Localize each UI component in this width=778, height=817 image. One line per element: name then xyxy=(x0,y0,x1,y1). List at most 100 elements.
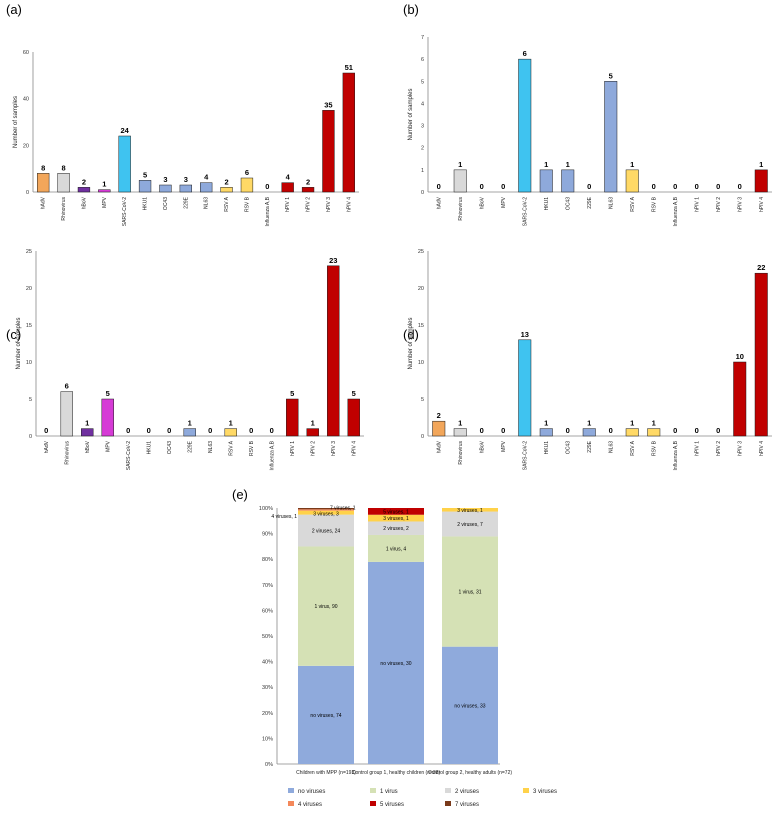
data-label: 5 xyxy=(609,71,613,80)
bar xyxy=(183,428,196,437)
bar xyxy=(159,184,172,193)
segment-label: 3 viruses, 1 xyxy=(457,508,483,514)
bar xyxy=(37,173,50,193)
data-label: 2 xyxy=(437,411,441,420)
data-label: 1 xyxy=(229,419,233,428)
category-label: hAdV xyxy=(44,440,50,453)
segment-label: no viruses, 30 xyxy=(380,661,411,667)
bar xyxy=(57,173,70,193)
legend-label: 5 viruses xyxy=(380,802,404,808)
category-label: NL63 xyxy=(608,441,614,453)
category-label: RSV B xyxy=(651,196,657,212)
category-label: hPIV 2 xyxy=(716,441,722,456)
data-label: 0 xyxy=(716,182,720,191)
y-tick-label: 10 xyxy=(418,360,424,366)
data-label: 1 xyxy=(630,419,634,428)
category-label: NL63 xyxy=(208,441,214,453)
category-label: OC43 xyxy=(565,197,571,210)
category-label: Rhinovirus xyxy=(458,197,464,221)
bar xyxy=(224,428,237,437)
legend-swatch xyxy=(288,801,294,806)
category-label: hAdV xyxy=(41,196,47,209)
segment-label: 1 virus, 4 xyxy=(386,546,407,552)
segment-label: 2 viruses, 7 xyxy=(457,522,483,528)
data-label: 3 xyxy=(184,175,188,184)
y-tick-label: 0 xyxy=(421,190,424,196)
category-label: hPIV 2 xyxy=(310,441,316,456)
legend-label: 4 viruses xyxy=(298,802,322,808)
panel-label: (e) xyxy=(232,487,248,502)
y-tick-label: 30% xyxy=(262,685,273,691)
y-tick-label: 20 xyxy=(418,286,424,292)
bar xyxy=(561,169,575,193)
data-label: 13 xyxy=(521,330,529,339)
category-label: Children with MPP (n=193) xyxy=(296,770,356,776)
panel-e: (e) 0% 10% 20% 30% 40% 50% 60% 70% 80% 90% 100% no v… xyxy=(232,487,557,808)
bar xyxy=(281,182,294,193)
data-label: 0 xyxy=(695,426,699,435)
category-label: 229E xyxy=(187,440,193,452)
bar xyxy=(347,398,360,437)
y-tick-label: 4 xyxy=(421,101,424,107)
panel-label: (d) xyxy=(403,327,419,342)
stack-segment xyxy=(298,510,354,515)
y-tick-label: 0 xyxy=(29,434,32,440)
data-label: 1 xyxy=(311,419,315,428)
category-label: NL63 xyxy=(608,197,614,209)
y-tick-label: 20 xyxy=(26,286,32,292)
data-label: 1 xyxy=(544,160,548,169)
y-axis-title: Number of samples xyxy=(408,88,414,140)
data-label: 0 xyxy=(652,182,656,191)
legend-label: 1 virus xyxy=(380,789,398,795)
category-label: hBoV xyxy=(479,196,485,209)
data-label: 0 xyxy=(716,426,720,435)
data-label: 0 xyxy=(147,426,151,435)
category-label: HKU1 xyxy=(544,197,550,211)
bar xyxy=(733,361,747,437)
data-label: 0 xyxy=(673,426,677,435)
panel-label: (c) xyxy=(6,327,21,342)
data-label: 8 xyxy=(61,163,65,172)
data-label: 0 xyxy=(437,182,441,191)
segment-label: 2 viruses, 2 xyxy=(383,526,409,532)
y-tick-label: 25 xyxy=(418,249,424,255)
data-label: 0 xyxy=(208,426,212,435)
bar xyxy=(77,187,91,193)
bar xyxy=(453,428,467,437)
y-tick-label: 0 xyxy=(421,434,424,440)
category-label: NL63 xyxy=(204,197,210,209)
data-label: 6 xyxy=(245,168,249,177)
category-label: hBoV xyxy=(479,440,485,453)
segment-label: no viruses, 74 xyxy=(310,713,341,719)
data-label: 1 xyxy=(188,419,192,428)
bar xyxy=(220,187,233,193)
y-axis-title: Number of samples xyxy=(13,96,19,148)
y-tick-label: 25 xyxy=(26,249,32,255)
category-label: RSV B xyxy=(249,440,255,456)
category-label: hBoV xyxy=(81,196,87,209)
category-label: hPIV 3 xyxy=(737,197,743,212)
category-label: hPIV 4 xyxy=(759,441,765,456)
stack-segment xyxy=(298,508,354,510)
data-label: 2 xyxy=(224,177,228,186)
data-label: 1 xyxy=(458,160,462,169)
data-label: 8 xyxy=(41,163,45,172)
category-label: RSV A xyxy=(630,196,636,211)
category-label: hAdV xyxy=(436,196,442,209)
y-tick-label: 6 xyxy=(421,57,424,63)
stack-segment xyxy=(298,665,354,764)
category-label: SARS-CoV-2 xyxy=(522,441,528,470)
data-label: 22 xyxy=(757,263,765,272)
category-label: hPIV 1 xyxy=(694,197,700,212)
legend-swatch xyxy=(370,788,376,793)
category-label: hPIV 4 xyxy=(759,197,765,212)
data-label: 1 xyxy=(85,419,89,428)
category-label: Control group 1, healthy children (n=38) xyxy=(352,770,441,776)
bar xyxy=(539,428,553,437)
legend-label: 7 viruses xyxy=(455,802,479,808)
data-label: 3 xyxy=(163,175,167,184)
bar xyxy=(98,189,111,193)
y-tick-label: 50% xyxy=(262,634,273,640)
category-label: HKU1 xyxy=(544,441,550,455)
category-label: hAdV xyxy=(436,440,442,453)
